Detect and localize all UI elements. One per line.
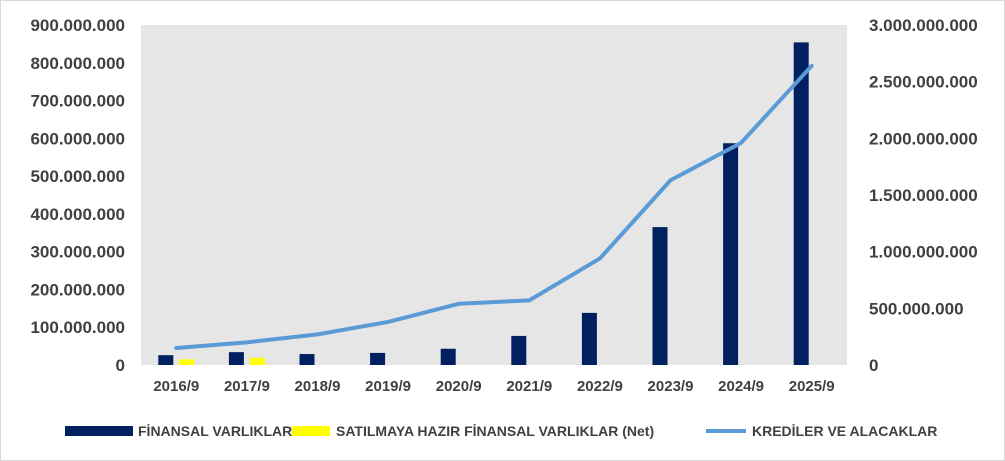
bar-s0-2024-9 <box>723 143 739 365</box>
left-axis: 0 100.000.000 200.000.000 300.000.000 400.00… <box>30 16 125 375</box>
legend: FİNANSAL VARLIKLAR SATILMAYA HAZIR FİNANS… <box>65 423 937 439</box>
x-tick-label: 2019/9 <box>365 378 411 395</box>
x-tick-label: 2025/9 <box>789 378 835 395</box>
x-tick-label: 2018/9 <box>295 378 341 395</box>
series-line-2 <box>174 63 814 350</box>
left-tick-label: 500.000.000 <box>30 167 125 186</box>
legend-label: SATILMAYA HAZIR FİNANSAL VARLIKLAR (Net) <box>336 423 654 439</box>
right-tick-label: 2.500.000.000 <box>869 73 978 92</box>
bar-s0-2016-9 <box>158 355 174 365</box>
left-tick-label: 400.000.000 <box>30 205 125 224</box>
left-tick-label: 800.000.000 <box>30 54 125 73</box>
right-tick-label: 1.000.000.000 <box>869 243 978 262</box>
plot-area <box>141 25 847 365</box>
line-point-2018-9 <box>316 332 319 336</box>
bar-s0-2022-9 <box>581 312 597 365</box>
bar-s0-2017-9 <box>228 352 244 365</box>
x-tick-label: 2016/9 <box>153 378 199 395</box>
line-point-2019-9 <box>386 320 390 324</box>
bar-s0-2020-9 <box>440 348 456 365</box>
x-tick-label: 2023/9 <box>648 378 694 395</box>
line-point-2023-9 <box>669 178 672 182</box>
right-tick-label: 3.000.000.000 <box>869 16 978 35</box>
legend-swatch <box>292 426 330 436</box>
line-point-2021-9 <box>527 298 531 302</box>
line-point-2025-9 <box>810 64 814 68</box>
legend-label: FİNANSAL VARLIKLAR <box>138 423 292 439</box>
line-point-2020-9 <box>457 302 461 306</box>
line-point-2024-9 <box>739 141 743 145</box>
bars-layer <box>158 42 809 365</box>
bar-s0-2021-9 <box>511 335 527 365</box>
right-tick-label: 500.000.000 <box>869 299 964 318</box>
bar-s0-2019-9 <box>370 352 386 365</box>
left-tick-label: 600.000.000 <box>30 129 125 148</box>
left-tick-label: 900.000.000 <box>30 16 125 35</box>
line-point-2017-9 <box>245 340 249 344</box>
right-tick-label: 1.500.000.000 <box>869 186 978 205</box>
line-layer <box>174 63 814 350</box>
x-tick-label: 2022/9 <box>577 378 623 395</box>
left-tick-label: 300.000.000 <box>30 243 125 262</box>
x-tick-label: 2021/9 <box>506 378 552 395</box>
x-axis: 2016/9 2017/9 2018/9 2019/9 2020/9 2021/9 2022… <box>153 378 834 395</box>
legend-label: KREDİLER VE ALACAKLAR <box>752 423 937 439</box>
left-tick-label: 0 <box>116 356 125 375</box>
bar-s0-2023-9 <box>652 227 668 365</box>
right-axis: 0 500.000.000 1.000.000.000 1.500.000.000 2.… <box>869 16 978 375</box>
bar-s0-2025-9 <box>793 42 809 365</box>
bar-s0-2018-9 <box>299 354 315 365</box>
right-tick-label: 0 <box>869 356 878 375</box>
x-tick-label: 2020/9 <box>436 378 482 395</box>
right-tick-label: 2.000.000.000 <box>869 129 978 148</box>
left-tick-label: 700.000.000 <box>30 92 125 111</box>
legend-swatch <box>65 426 133 436</box>
line-point-2022-9 <box>598 256 602 260</box>
x-tick-label: 2024/9 <box>718 378 764 395</box>
bar-s1-2016-9 <box>179 359 195 365</box>
line-point-2016-9 <box>174 346 178 350</box>
left-tick-label: 200.000.000 <box>30 280 125 299</box>
x-tick-label: 2017/9 <box>224 378 270 395</box>
bar-s1-2017-9 <box>249 357 265 365</box>
left-tick-label: 100.000.000 <box>30 318 125 337</box>
